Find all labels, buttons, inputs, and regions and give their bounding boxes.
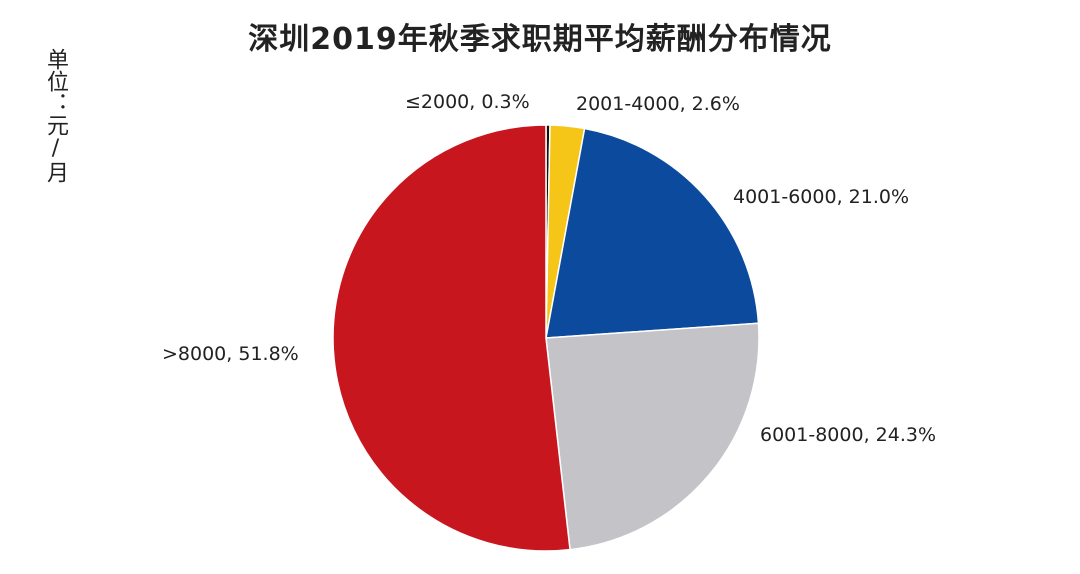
pie-slice->8000 [332,124,571,552]
slice-label-6001-8000: 6001-8000, 24.3% [760,424,936,446]
slice-label-2001-4000: 2001-4000, 2.6% [576,93,740,115]
pie-slice-6001-8000 [545,322,760,551]
chart-title: 深圳2019年秋季求职期平均薪酬分布情况 [248,22,832,57]
slice-label->8000: >8000, 51.8% [162,343,299,365]
unit-label: 单位：元/月 [43,48,68,183]
slice-label-4001-6000: 4001-6000, 21.0% [733,186,909,208]
pie-slice-4001-6000 [545,127,760,339]
slice-label-≤2000: ≤2000, 0.3% [405,91,530,113]
